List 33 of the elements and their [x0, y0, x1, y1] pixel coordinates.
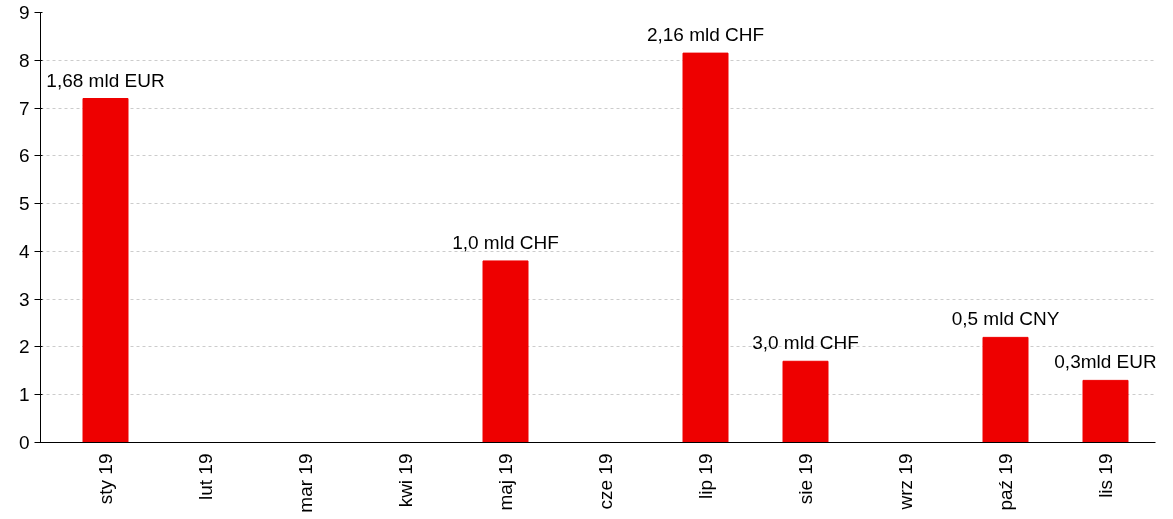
y-tick-label: 4 — [18, 240, 30, 262]
x-tick-label: paź 19 — [995, 453, 1016, 511]
y-tick-label: 2 — [18, 336, 30, 358]
bar — [682, 52, 729, 443]
annotation: 1,68 mld EUR — [46, 69, 165, 91]
annotation: 2,16 mld CHF — [646, 24, 765, 46]
x-tick-label: lut 19 — [195, 453, 216, 500]
y-tick-label: 9 — [18, 2, 30, 23]
annotation: 0,5 mld CNY — [951, 308, 1060, 330]
bar — [982, 336, 1029, 443]
y-tick-label: 8 — [18, 49, 30, 71]
annotation: 1,0 mld CHF — [452, 231, 559, 253]
x-tick-label: lip 19 — [695, 453, 716, 499]
x-tick-label: sty 19 — [95, 453, 116, 505]
x-tick-label: cze 19 — [595, 453, 616, 510]
y-tick-label: 3 — [18, 288, 30, 310]
bar — [1082, 379, 1129, 443]
annotation: 0,3mld EUR — [1054, 351, 1157, 373]
x-tick-label: mar 19 — [295, 453, 316, 513]
x-tick-label: kwi 19 — [395, 453, 416, 508]
y-tick-label: 1 — [18, 384, 30, 406]
y-tick-label: 5 — [18, 193, 30, 215]
x-tick-label: maj 19 — [495, 453, 516, 511]
x-tick-label: wrz 19 — [895, 453, 916, 511]
bar — [82, 98, 129, 443]
bar — [782, 360, 829, 443]
bar — [482, 260, 529, 443]
y-tick-label: 6 — [18, 145, 30, 167]
x-tick-label: lis 19 — [1095, 453, 1116, 498]
y-tick-label: 0 — [18, 432, 30, 453]
x-tick-label: sie 19 — [795, 453, 816, 505]
y-tick-label: 7 — [18, 97, 30, 119]
annotation: 3,0 mld CHF — [752, 332, 859, 354]
